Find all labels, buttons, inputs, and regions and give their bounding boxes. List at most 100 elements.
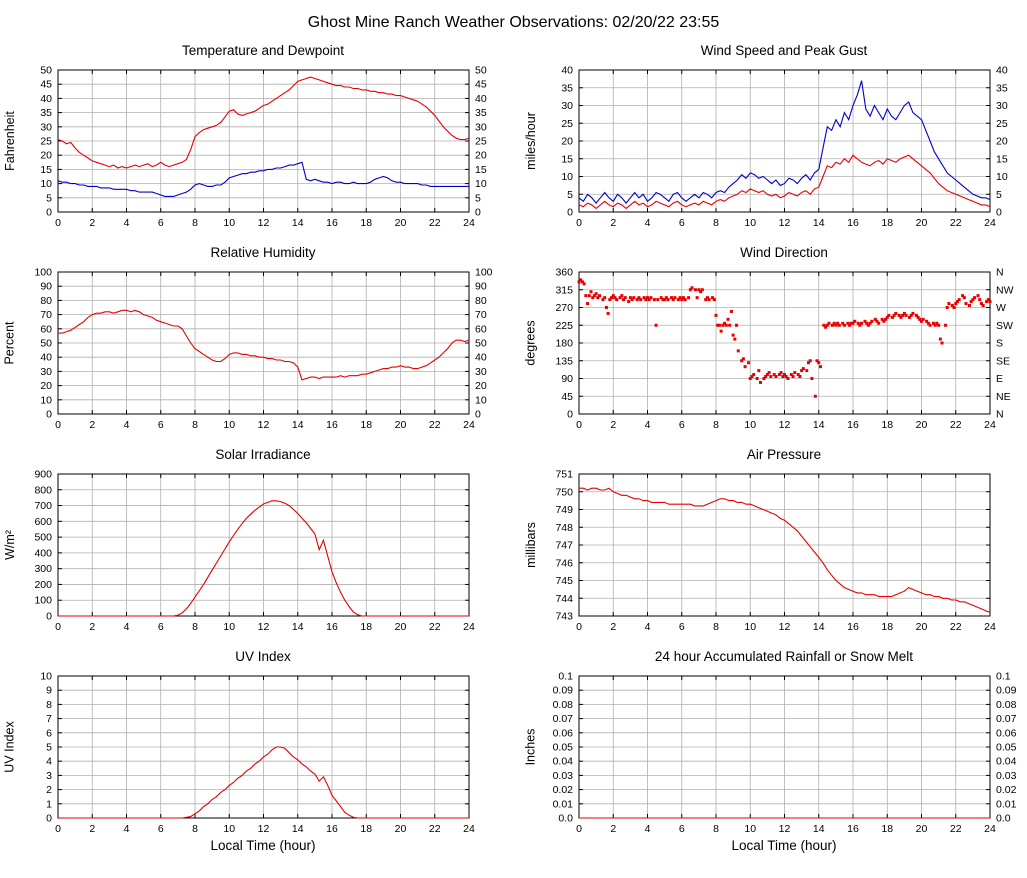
chart-title-air-pressure: Air Pressure xyxy=(746,447,822,462)
svg-text:18: 18 xyxy=(360,419,372,431)
svg-text:4: 4 xyxy=(123,217,129,229)
svg-text:18: 18 xyxy=(360,217,372,229)
svg-text:10: 10 xyxy=(744,823,756,835)
svg-text:6: 6 xyxy=(678,419,684,431)
svg-text:10: 10 xyxy=(40,178,52,190)
svg-text:22: 22 xyxy=(428,419,440,431)
svg-text:0.0: 0.0 xyxy=(558,813,573,825)
svg-text:2: 2 xyxy=(610,419,616,431)
svg-text:270: 270 xyxy=(555,302,573,314)
svg-text:30: 30 xyxy=(40,121,52,133)
y-axis-label-millibars: millibars xyxy=(523,522,538,568)
svg-text:4: 4 xyxy=(644,419,650,431)
svg-text:10: 10 xyxy=(475,178,487,190)
svg-text:30: 30 xyxy=(561,100,573,112)
svg-text:15: 15 xyxy=(561,153,573,165)
svg-text:10: 10 xyxy=(40,671,52,683)
svg-text:S: S xyxy=(996,338,1003,350)
svg-text:0.05: 0.05 xyxy=(996,742,1017,754)
svg-text:40: 40 xyxy=(996,65,1008,77)
svg-text:20: 20 xyxy=(394,217,406,229)
svg-text:14: 14 xyxy=(812,217,824,229)
svg-text:60: 60 xyxy=(40,323,52,335)
svg-text:0: 0 xyxy=(55,419,61,431)
svg-text:18: 18 xyxy=(881,217,893,229)
svg-text:45: 45 xyxy=(475,79,487,91)
svg-text:10: 10 xyxy=(223,823,235,835)
svg-text:16: 16 xyxy=(326,419,338,431)
svg-text:0: 0 xyxy=(576,217,582,229)
svg-text:600: 600 xyxy=(34,516,52,528)
svg-text:45: 45 xyxy=(561,391,573,403)
svg-text:5: 5 xyxy=(46,192,52,204)
svg-text:8: 8 xyxy=(192,419,198,431)
svg-text:0: 0 xyxy=(55,217,61,229)
svg-text:18: 18 xyxy=(360,823,372,835)
svg-text:N: N xyxy=(996,267,1004,279)
svg-text:20: 20 xyxy=(561,136,573,148)
svg-text:744: 744 xyxy=(555,593,573,605)
svg-text:45: 45 xyxy=(40,79,52,91)
svg-text:10: 10 xyxy=(744,419,756,431)
svg-text:20: 20 xyxy=(475,380,487,392)
svg-text:0.04: 0.04 xyxy=(552,756,573,768)
svg-text:18: 18 xyxy=(881,823,893,835)
svg-text:22: 22 xyxy=(949,621,961,633)
svg-text:180: 180 xyxy=(555,338,573,350)
svg-text:800: 800 xyxy=(34,484,52,496)
svg-text:N: N xyxy=(996,409,1004,421)
svg-text:0: 0 xyxy=(46,813,52,825)
svg-text:24: 24 xyxy=(463,419,475,431)
svg-text:10: 10 xyxy=(475,394,487,406)
svg-text:16: 16 xyxy=(847,419,859,431)
page-title: Ghost Mine Ranch Weather Observations: 0… xyxy=(307,14,720,31)
svg-text:0: 0 xyxy=(46,207,52,219)
chart-title-rainfall: 24 hour Accumulated Rainfall or Snow Mel… xyxy=(654,649,914,664)
chart-title-uv-index: UV Index xyxy=(235,649,291,664)
svg-text:18: 18 xyxy=(360,621,372,633)
svg-text:24: 24 xyxy=(984,419,996,431)
svg-text:6: 6 xyxy=(157,621,163,633)
svg-text:18: 18 xyxy=(881,419,893,431)
svg-text:12: 12 xyxy=(257,217,269,229)
svg-text:0.1: 0.1 xyxy=(558,671,573,683)
svg-text:24: 24 xyxy=(463,621,475,633)
svg-text:22: 22 xyxy=(428,217,440,229)
svg-text:4: 4 xyxy=(46,756,52,768)
svg-text:15: 15 xyxy=(475,164,487,176)
svg-text:80: 80 xyxy=(475,295,487,307)
svg-text:0: 0 xyxy=(55,823,61,835)
svg-text:4: 4 xyxy=(123,823,129,835)
svg-text:0: 0 xyxy=(576,621,582,633)
svg-text:749: 749 xyxy=(555,504,573,516)
svg-text:0: 0 xyxy=(55,621,61,633)
y-axis-label-inches: Inches xyxy=(523,728,538,766)
svg-text:10: 10 xyxy=(561,171,573,183)
svg-text:135: 135 xyxy=(555,355,573,367)
svg-text:2: 2 xyxy=(46,784,52,796)
svg-text:8: 8 xyxy=(713,419,719,431)
y-axis-label-fahrenheit: Fahrenheit xyxy=(2,111,17,171)
svg-text:100: 100 xyxy=(475,267,493,279)
svg-text:24: 24 xyxy=(984,621,996,633)
svg-text:0.07: 0.07 xyxy=(552,713,573,725)
svg-text:20: 20 xyxy=(996,136,1008,148)
svg-text:15: 15 xyxy=(40,164,52,176)
svg-text:16: 16 xyxy=(326,621,338,633)
svg-text:22: 22 xyxy=(428,621,440,633)
svg-text:400: 400 xyxy=(34,547,52,559)
y-axis-label-uv-index: UV Index xyxy=(2,721,17,773)
svg-text:14: 14 xyxy=(812,419,824,431)
svg-text:0: 0 xyxy=(46,409,52,421)
svg-text:16: 16 xyxy=(847,621,859,633)
svg-text:16: 16 xyxy=(847,823,859,835)
svg-text:SW: SW xyxy=(996,320,1013,332)
svg-text:50: 50 xyxy=(40,338,52,350)
svg-text:5: 5 xyxy=(475,192,481,204)
svg-text:4: 4 xyxy=(644,621,650,633)
svg-text:25: 25 xyxy=(40,136,52,148)
svg-text:20: 20 xyxy=(915,823,927,835)
